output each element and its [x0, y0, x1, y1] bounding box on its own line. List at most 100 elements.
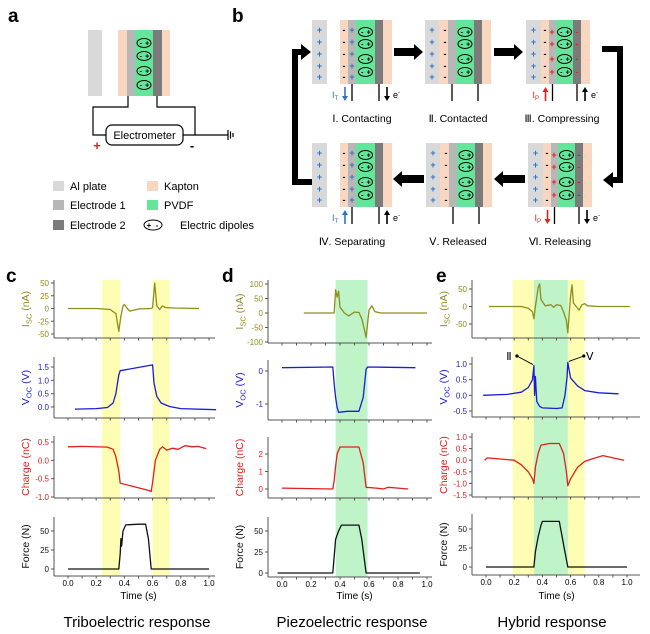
dipole-plus: +	[467, 153, 471, 160]
y-axis-label: Charge (nC)	[438, 436, 450, 494]
electrode-1	[348, 20, 356, 84]
current-arrow-icon	[342, 96, 348, 101]
y-label-main: I	[234, 327, 246, 330]
electron-label: e-	[393, 90, 400, 100]
stage-label: Ⅰ. Contacting	[332, 113, 391, 125]
highlight-band	[152, 280, 170, 576]
cycle-arrow-icon	[603, 172, 613, 188]
legend-swatch-electrode1	[53, 200, 64, 210]
y-tick-label: 0	[463, 303, 468, 312]
dipole-ellipse	[458, 177, 474, 187]
y-label-subscript: SC	[239, 316, 248, 327]
dipole-ellipse	[358, 177, 373, 187]
x-tick-label: 0.8	[392, 580, 404, 589]
induced-positive-charge: +	[349, 195, 354, 205]
y-label-main: Force (N)	[438, 522, 450, 566]
y-tick-label: 50	[254, 527, 263, 536]
y-tick-label: -50	[251, 324, 263, 333]
x-tick-label: 0.6	[565, 578, 577, 587]
y-label-main: Charge (nC)	[438, 436, 450, 494]
electron-label: e-	[591, 90, 598, 100]
dipole-minus: -	[461, 42, 464, 49]
x-tick-label: 1.0	[621, 578, 633, 587]
cycle-arrow-icon	[494, 171, 525, 187]
piezo-positive-charge: +	[549, 54, 554, 64]
positive-charge: +	[317, 160, 322, 170]
series-line-force	[486, 520, 627, 568]
positive-charge: +	[317, 72, 322, 82]
y-tick-label: 0	[259, 367, 264, 376]
annotation-arrowhead-icon	[515, 354, 519, 358]
electron-superscript: -	[398, 90, 400, 96]
negative-charge: -	[343, 160, 346, 170]
y-tick-label: 0	[259, 309, 264, 318]
induced-positive-charge: +	[349, 148, 354, 158]
y-tick-label: -50	[37, 330, 49, 339]
series-line-isc	[488, 283, 630, 334]
stage-label: Ⅴ. Released	[429, 236, 487, 248]
positive-charge: +	[533, 148, 538, 158]
positive-charge: +	[317, 37, 322, 47]
dipole-plus: +	[466, 57, 470, 64]
stage-label: Ⅵ. Releasing	[529, 236, 591, 248]
dipole-ellipse	[559, 177, 574, 187]
dipole-plus: +	[367, 153, 371, 160]
dipole-minus: -	[461, 57, 464, 64]
cycle-bracket-left	[292, 49, 312, 185]
y-tick-label: 0.5	[38, 390, 50, 399]
dipole-ellipse	[557, 54, 572, 64]
subplot-isc: -50 -25 0 25 50 ISC (nA)	[20, 279, 215, 341]
negative-charge: -	[343, 72, 346, 82]
electrode-2	[573, 20, 581, 84]
negative-charge: -	[343, 25, 346, 35]
electron-arrow-icon	[384, 96, 390, 101]
y-tick-label: -0.5	[453, 407, 467, 416]
legend-swatch-al_plate	[53, 181, 64, 191]
pvdf-layer	[356, 143, 375, 207]
series-line-charge	[281, 446, 409, 490]
y-label-unit: (nA)	[234, 293, 246, 316]
electron-arrow-icon	[584, 219, 590, 224]
dipole-ellipse	[557, 39, 572, 49]
negative-charge: -	[544, 61, 547, 71]
y-tick-label: 1.5	[38, 363, 50, 372]
dipole-plus: +	[466, 30, 470, 37]
y-label-subscript: SC	[443, 313, 452, 324]
dipole-ellipse	[457, 39, 473, 49]
piezo-negative-charge: -	[578, 190, 581, 200]
y-axis-label: ISC (nA)	[438, 291, 452, 327]
dipole-minus: -	[361, 153, 364, 160]
annotation-label: Ⅴ	[586, 351, 594, 363]
legend-swatch-kapton	[147, 181, 158, 191]
induced-positive-charge: +	[349, 160, 354, 170]
y-tick-label: -25	[37, 317, 49, 326]
series-line-voc	[281, 366, 416, 413]
chart-title: Hybrid response	[497, 614, 606, 631]
current-label: IP	[533, 90, 540, 102]
dipole-minus: -	[140, 83, 143, 90]
dipole-plus: +	[467, 180, 471, 187]
x-tick-label: 1.0	[203, 579, 215, 588]
dipole-minus: -	[562, 165, 565, 172]
current-subscript: T	[335, 96, 339, 102]
positive-charge: +	[430, 195, 435, 205]
y-label-unit: (nA)	[20, 291, 32, 314]
negative-charge: -	[444, 72, 447, 82]
y-axis-label: ISC (nA)	[234, 293, 248, 329]
dipole-plus: +	[566, 57, 570, 64]
positive-charge: +	[533, 195, 538, 205]
panel-label-e: e	[436, 266, 447, 287]
x-tick-label: 0.0	[62, 579, 74, 588]
dipole-minus: -	[156, 221, 159, 230]
electron-symbol: e	[393, 90, 398, 100]
stage-2: - +- +- +- ++ -+ -+ -+ -+ -Ⅱ. Contacted	[425, 20, 491, 125]
dipole-ellipse	[458, 150, 474, 160]
y-tick-label: 0.0	[38, 456, 50, 465]
negative-charge: -	[343, 148, 346, 158]
legend-label: Kapton	[164, 181, 199, 193]
y-label-subscript: OC	[443, 386, 452, 398]
y-tick-label: -0.5	[453, 468, 467, 477]
electrode-1	[127, 30, 135, 96]
